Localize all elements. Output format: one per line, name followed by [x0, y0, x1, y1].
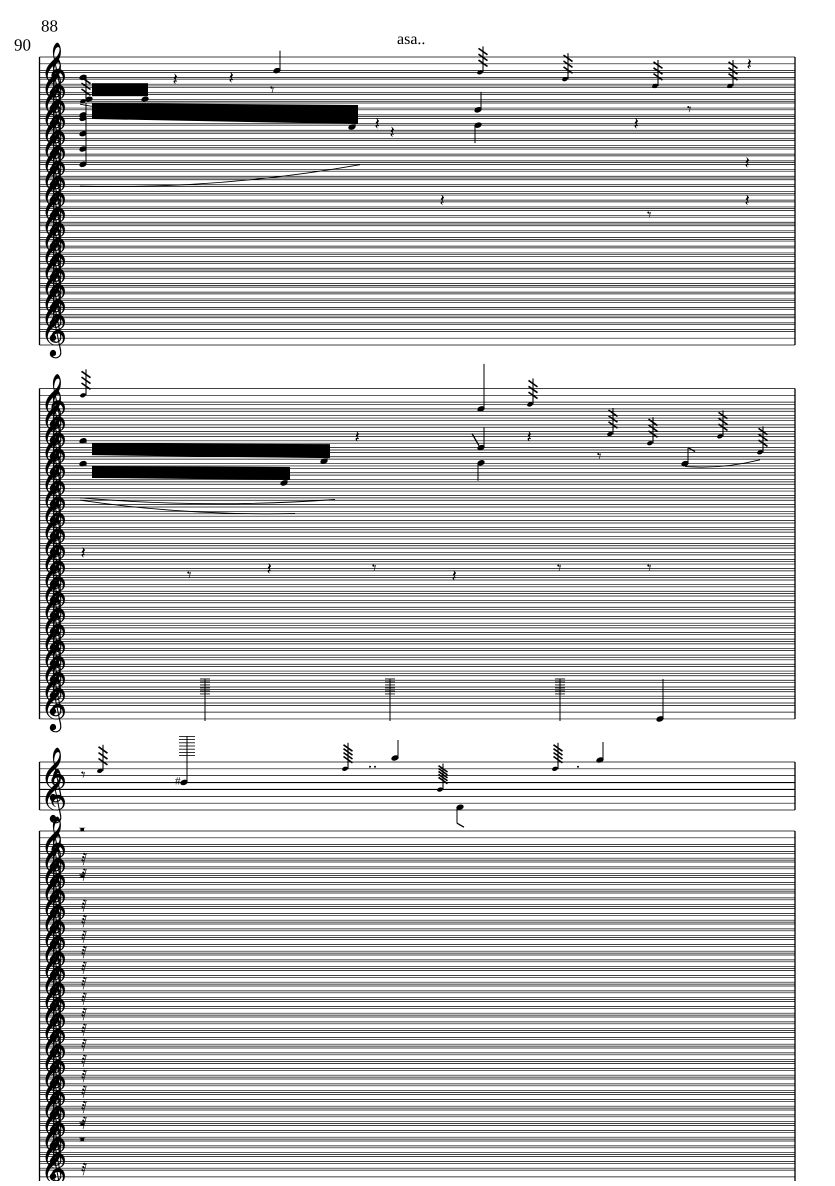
svg-text:𝄽: 𝄽: [229, 68, 234, 87]
svg-text:𝄾: 𝄾: [557, 559, 562, 578]
svg-text:𝅀: 𝅀: [81, 1160, 87, 1179]
svg-text:𝄾: 𝄾: [647, 205, 652, 224]
svg-text:𝄞: 𝄞: [40, 677, 67, 733]
svg-text:𝄽: 𝄽: [355, 427, 360, 446]
svg-text:𝄽: 𝄽: [745, 154, 750, 173]
svg-text:𝄾: 𝄾: [647, 559, 652, 578]
svg-text:𝄞: 𝄞: [40, 1142, 67, 1181]
svg-text:𝄽: 𝄽: [309, 443, 314, 462]
svg-text:90: 90: [14, 36, 31, 55]
svg-text:𝄾: 𝄾: [597, 447, 602, 466]
svg-text:𝄾: 𝄾: [81, 766, 86, 785]
svg-text:𝄽: 𝄽: [81, 544, 86, 563]
svg-text:𝄽: 𝄽: [173, 70, 178, 89]
svg-text:𝄾: 𝄾: [687, 100, 692, 119]
svg-text:asa..: asa..: [397, 31, 425, 48]
svg-text:𝄽: 𝄽: [390, 123, 395, 142]
svg-text:𝄽: 𝄽: [440, 191, 445, 210]
svg-text:𝄽: 𝄽: [527, 427, 532, 446]
svg-text:𝄾: 𝄾: [372, 559, 377, 578]
svg-text:#: #: [175, 775, 181, 787]
svg-text:𝄾: 𝄾: [270, 81, 275, 100]
svg-text:𝄺: 𝄺: [79, 869, 86, 888]
svg-text:𝄽: 𝄽: [745, 191, 750, 210]
svg-text:𝄾: 𝄾: [187, 565, 192, 584]
svg-text:𝄽: 𝄽: [375, 114, 380, 133]
svg-text:𝄺: 𝄺: [79, 1132, 86, 1151]
svg-text:𝄽: 𝄽: [452, 566, 457, 585]
svg-text:𝄽: 𝄽: [634, 114, 639, 133]
svg-text:𝄽: 𝄽: [747, 55, 752, 74]
svg-text:𝄞: 𝄞: [40, 303, 67, 359]
svg-text:88: 88: [41, 17, 58, 36]
svg-text:𝄺: 𝄺: [79, 822, 86, 841]
svg-text:𝄽: 𝄽: [267, 560, 272, 579]
